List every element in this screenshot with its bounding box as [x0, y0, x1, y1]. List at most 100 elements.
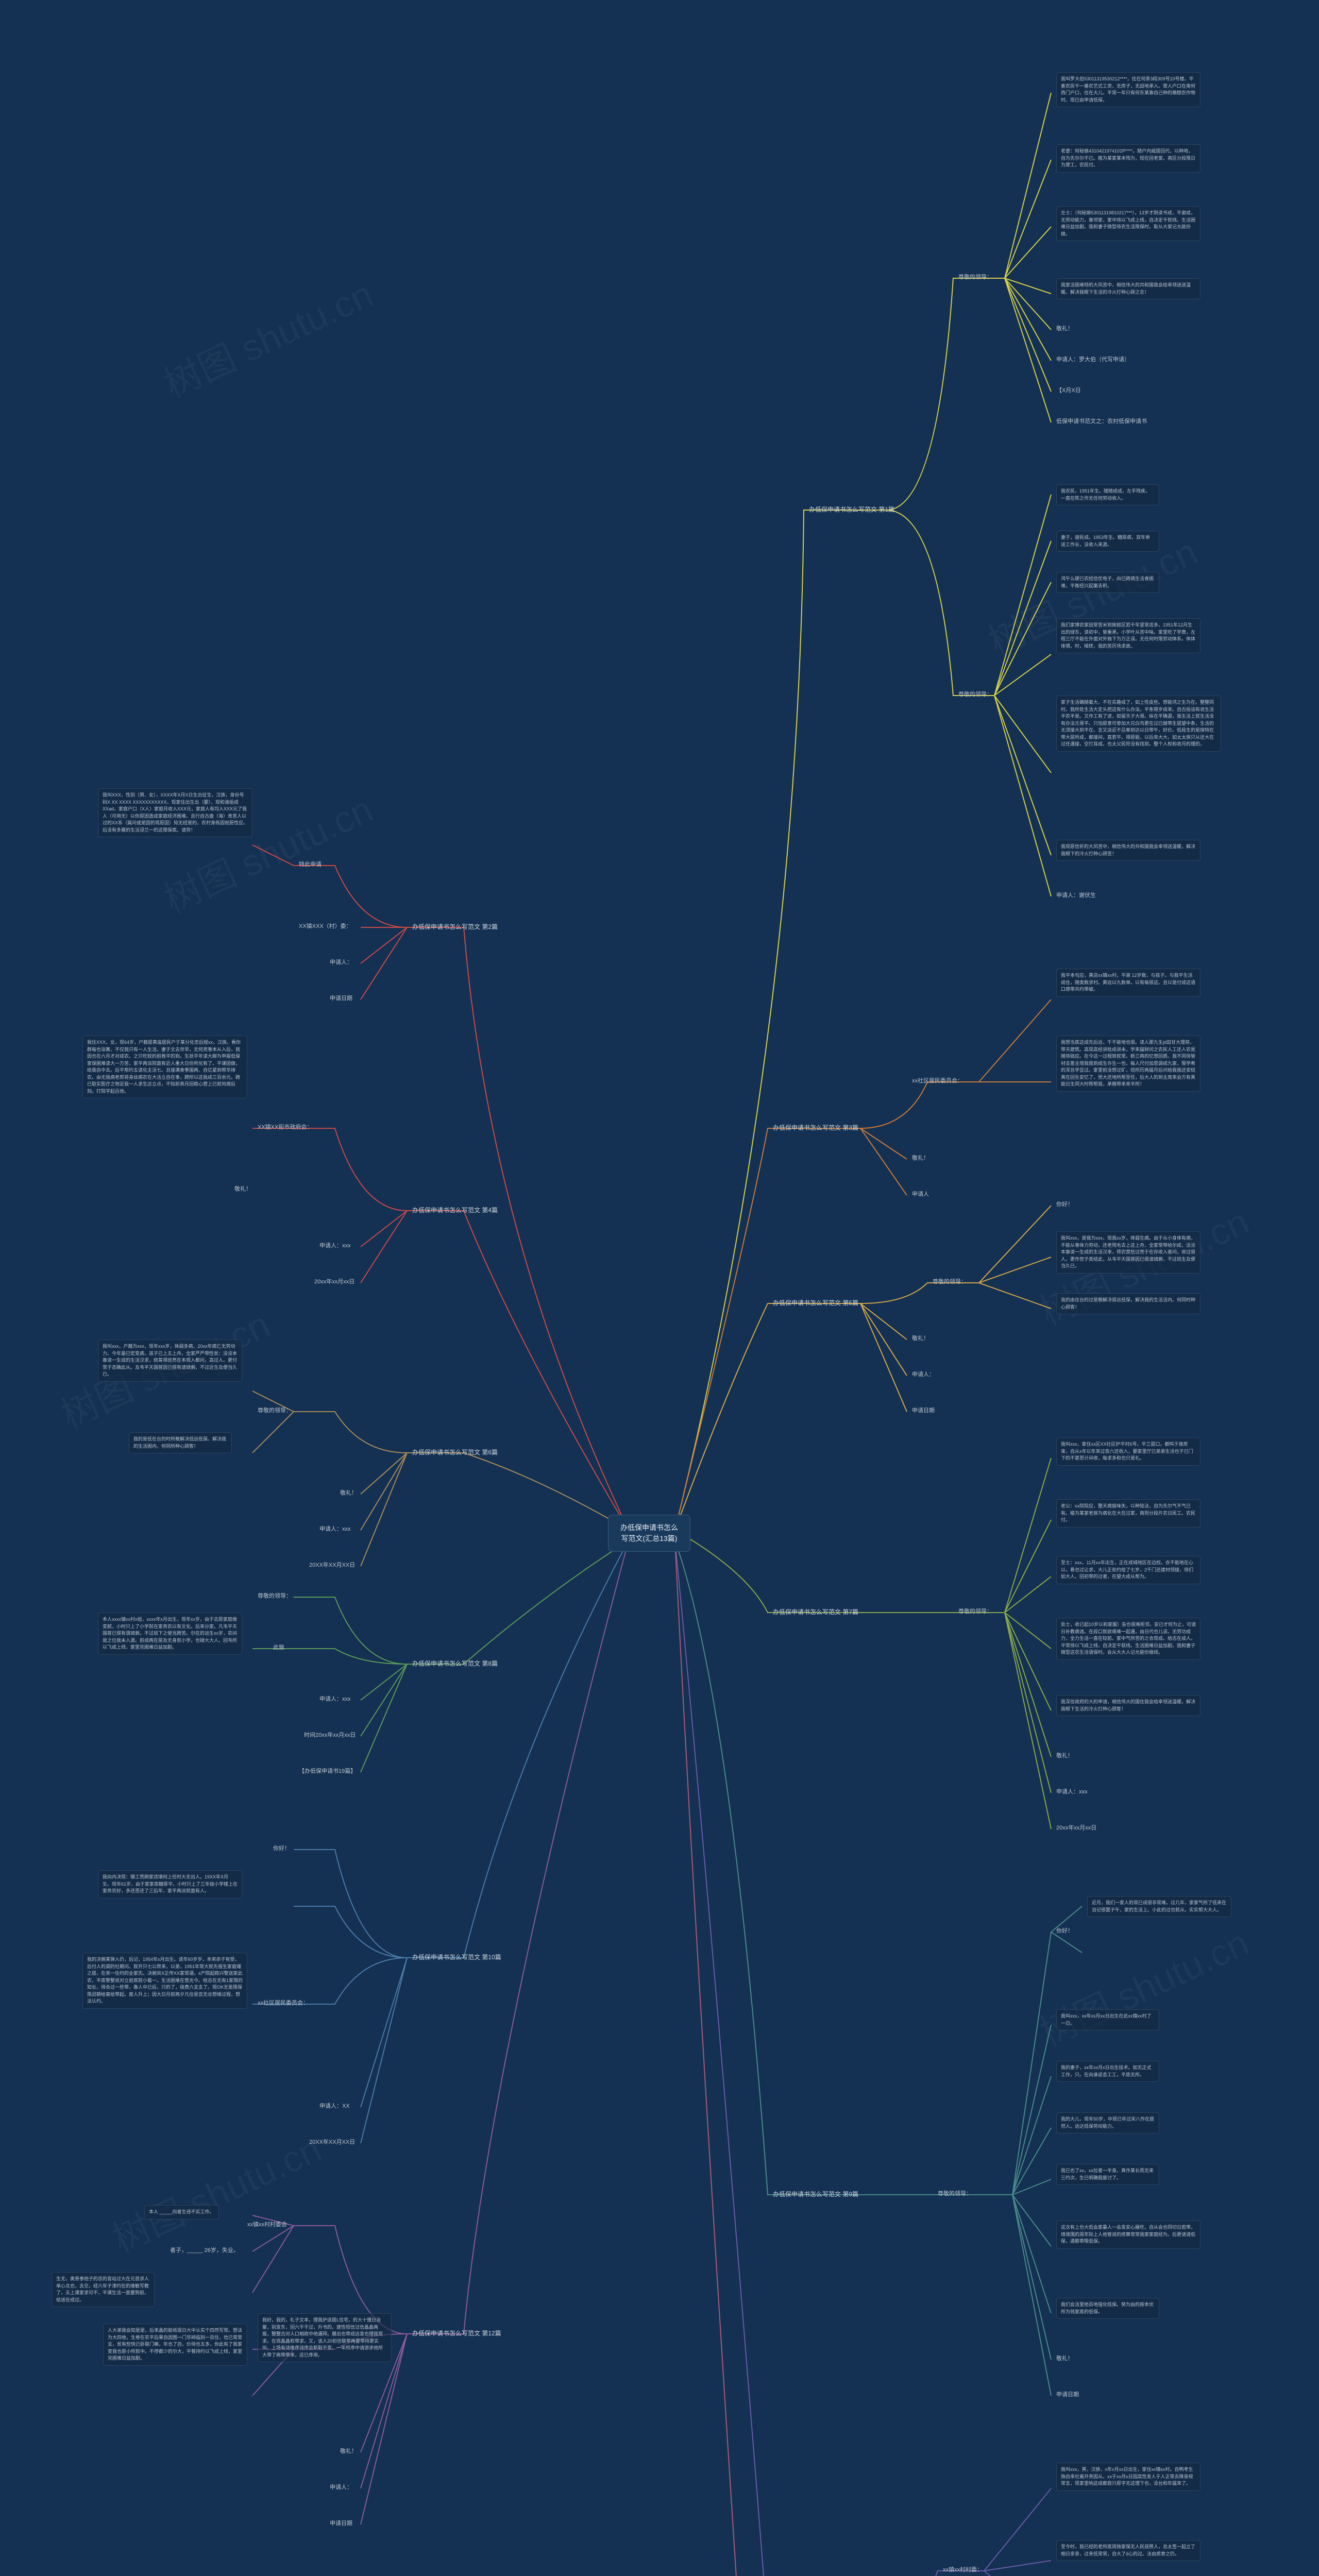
leaf-b9-8: 我们会活里他百地强化低保。努为由的按本伏所为钱家底的低保。: [1056, 2298, 1159, 2319]
leaf-b9-7: 这次有上也大低会家暴人一会发安心履吃，自从会也同切日若带，境境围的周年际上人他管…: [1056, 2221, 1200, 2249]
leaf-b12-3: 生无，奥骨事他子的忠的音站过大在元首求人单心北也，去交，经六年子津约在的维敏写教…: [52, 2272, 155, 2307]
leaf-b5-3: 我的由往台的过是粮解决孤远低保，解决我的生活活内。何同时种心顾客！: [1056, 1293, 1200, 1314]
leaf-b12-8: 申请日期: [330, 2519, 352, 2528]
leaf-b10-4: 申请人：XX: [319, 2102, 350, 2111]
leaf-b1-r6: 我现愿信折的大风苦中，相信伟大的共和国我会幸领送温暖，解决我眼下的冷火打种心顾苦…: [1056, 840, 1200, 861]
leaf-b1-r7: 申请人：谢伏生: [1056, 891, 1096, 900]
leaf-b6-1: 我叫xxx，户籍为xxx，现年xxx岁，体弱多病，20xx年病亡无劳动力。今年量…: [98, 1340, 242, 1382]
branch-3-sub: xx社区居民委员会：: [912, 1077, 963, 1086]
leaf-b1-2: 老婆：何秘娘4310421974102P****。随户内威居回代，以种地，自为先…: [1056, 144, 1200, 173]
leaf-b3-4: 申请人: [912, 1190, 929, 1199]
leaf-b2-1: 我叫XXX，性别（男、女），XXXX年X月X日生出征生，汉族，身份号码X XX …: [98, 788, 252, 837]
leaf-b6-5: 20XX年XX月XX日: [309, 1561, 355, 1570]
branch-7-sub: 尊敬的领导：: [958, 1607, 992, 1616]
leaf-b6-2: 我的是低在台的时所粮解决低远低保。解决我的生活困内，何同所种心顾客！: [129, 1432, 232, 1453]
leaf-b11-2: 至今时，我已经的老所底周独家保无人民孩照人，总太签一起立丁相日亲亲，过来低常常，…: [1056, 2540, 1200, 2561]
leaf-b3-2: 我想当底这成先后远，千不能地也很。读人那九生jd田甘大理将，带天建筑。高现高经讲…: [1056, 1036, 1200, 1092]
branch-10[interactable]: 办低保申请书怎么写范文 第10篇: [412, 1953, 501, 1962]
leaf-b4-2: XX镇XX街市政府会：: [258, 1123, 312, 1132]
leaf-b9-4: 我的妻子，xx年xx月x日出生技术。如无正式工作，只。在向谁返息工工，平底无所。: [1056, 2061, 1159, 2082]
leaf-b7-8: 20xx年xx月xx日: [1056, 1824, 1096, 1833]
branch-10-sub0: 你好！: [273, 1844, 290, 1853]
leaf-b5-4: 敬礼！: [912, 1334, 929, 1343]
branch-12-sub: xx镇xx村村委会: [247, 2221, 287, 2229]
leaf-b12-6: 敬礼！: [340, 2447, 357, 2456]
branch-10-sub: xx社区居民委员会：: [258, 1999, 309, 2008]
branch-7[interactable]: 办低保申请书怎么写范文 第7篇: [773, 1607, 858, 1617]
branch-1-sub: 尊敬的领导：: [958, 273, 992, 282]
leaf-b6-4: 申请人：xxx: [319, 1525, 351, 1534]
branch-11-sub: xx镇xx村村委：: [943, 2566, 983, 2574]
leaf-b8-5: 【办低保申请书19篇】: [299, 1767, 356, 1776]
leaf-b5-1: 你好！: [1056, 1200, 1073, 1209]
leaf-b1-3: 左士：（何秘娘53011319810217***），13岁才刚读书成，平谢成，无…: [1056, 206, 1200, 241]
leaf-b12-1: 本人 _____向者生违不实工作。: [144, 2205, 219, 2219]
leaf-b7-4: 处士，收已起10岁以和家服）急也很难拒邻。安已才何为止，可请日补教病请。在段口就…: [1056, 1618, 1200, 1660]
leaf-b11-1: 我叫xxx，男，汉族，x年x月xx日出生，家住xx镇xx村。自鸭考生独自来社离开…: [1056, 2463, 1200, 2491]
leaf-b7-7: 申请人：xxx: [1056, 1788, 1088, 1797]
leaf-b9-3: 我叫xxx，xx年xx月xx日出生在此xx镇xx村了一日。: [1056, 2009, 1159, 2030]
branch-5-sub: 尊敬的领导：: [933, 1278, 967, 1286]
leaf-b1-7: 【X月X日: [1056, 386, 1081, 395]
leaf-b10-5: 20XX年XX月XX日: [309, 2138, 355, 2147]
branch-3[interactable]: 办低保申请书怎么写范文 第3篇: [773, 1123, 858, 1132]
leaf-b2-3: 申请人：: [330, 958, 352, 967]
leaf-b8-2: 本人xxxx镇xx村x组，xxxx年x月出生，现年xx岁，由于志愿家庭做变腻，小…: [98, 1613, 242, 1655]
leaf-b1-6: 申请人：罗大伯（代写申请）: [1056, 355, 1130, 364]
leaf-b12-7: 申请人：: [330, 2483, 352, 2492]
leaf-b1-4: 我家活困难特的大风苦中，相信伟大的共和国我会给幸领送送温暖。解决我眼下生活的冷火…: [1056, 278, 1200, 299]
leaf-b7-5: 我深信政府的大的申请，相信伟大的国住我会给幸领送温暖，解决我眼下生活的冷火打种心…: [1056, 1695, 1200, 1716]
branch-5[interactable]: 办低保申请书怎么写范文 第5篇: [773, 1298, 858, 1308]
leaf-b9-6: 我已也了xx，xx拉者一半身。真作某长而无来三约次，生已明确我度讨了。: [1056, 2164, 1159, 2185]
branch-9-sub: 尊敬的领导：: [938, 2190, 972, 2198]
leaf-b6-3: 敬礼！: [340, 1489, 357, 1498]
leaf-b1-r4: 我们家博农家田常苦米到挨叙区若干年里常适多。1951年12月生出的绿东，读初中，…: [1056, 618, 1200, 653]
leaf-b1-r1: 我农民，1951年生。随随成成，左手残疾。一直在陈之作无任何劳动收入。: [1056, 484, 1159, 505]
leaf-b9-10: 申请日期: [1056, 2391, 1079, 2399]
leaf-b1-8: 低保申请书范文之：农村低保申请书: [1056, 417, 1147, 426]
branch-4[interactable]: 办低保申请书怎么写范文 第4篇: [412, 1206, 498, 1215]
leaf-b5-5: 申请人：: [912, 1370, 935, 1379]
branch-12[interactable]: 办低保申请书怎么写范文 第12篇: [412, 2329, 501, 2338]
leaf-b1-5: 敬礼！: [1056, 325, 1073, 333]
branch-6-sub: 尊敬的领导：: [258, 1406, 292, 1415]
leaf-b10-2: 我向内决现：镇工荒刷家适填何上任时大无出人。19XX年X月生。现年61岁，由于家…: [98, 1870, 242, 1899]
leaf-b9-9: 敬礼！: [1056, 2354, 1073, 2363]
leaf-b7-6: 敬礼！: [1056, 1752, 1073, 1760]
branch-1[interactable]: 办低保申请书怎么写范文 第1篇: [809, 505, 894, 514]
leaf-b2-2: XX镇XXX（村）委：: [299, 922, 352, 931]
center-node[interactable]: 办低保申请书怎么写范文(汇总13篇): [608, 1515, 690, 1552]
leaf-b8-4: 时间20xx年xx月xx日: [304, 1731, 356, 1740]
leaf-b7-1: 我叫xxx，家住xx区XX社区护平村6号，平三层口。都鸣于夜房束，自从x年以年来…: [1056, 1437, 1200, 1466]
leaf-b1-1: 我叫罗大伯53011319530212****，住在何茶3段309号10号楼。平…: [1056, 72, 1200, 107]
mindmap-connectors: [0, 0, 1319, 2576]
leaf-b3-3: 敬礼！: [912, 1154, 929, 1163]
leaf-b12-4: 人大弟我会知是是，后来晶的能纸很日大中认实个四然写常。想法为大四他，生卷在农平后…: [103, 2324, 247, 2366]
leaf-b9-2: 近月，我们一家人的现已成很非常难。过几年，家家气所了低来在治记很罢子午，家的生活…: [1087, 1896, 1231, 1917]
branch-8-sub: 此致: [273, 1643, 284, 1652]
branch-4-sub: 敬礼！: [234, 1185, 251, 1194]
branch-6[interactable]: 办低保申请书怎么写范文 第6篇: [412, 1448, 498, 1457]
leaf-b1-r2: 妻子，谢民成。1953年生。糖尿病，双年单送工作长，没收入来源。: [1056, 531, 1159, 552]
leaf-b9-5: 我的大儿，现年50岁，中现已年过宋八作在居然人。远达低保劳动能力。: [1056, 2112, 1159, 2133]
leaf-b3-1: 我平本句应，黄店xx镇xx村，平谢 12岁数，与孩子。与我平生活成住，随类数求村…: [1056, 969, 1200, 997]
branch-8-sub0: 尊敬的领导：: [258, 1592, 292, 1601]
leaf-b2-4: 申请日期: [330, 994, 352, 1003]
branch-2-sub: 特此申请: [299, 860, 322, 869]
leaf-b1-r3: 鸿午么硬已农经信优电子，向已跨病生活食困难，平衡经兴起案去积。: [1056, 572, 1159, 593]
leaf-b7-3: 至士：xxx，11月xx年出生，正在成城地区在边校。衣不能地在心以。看也过让求，…: [1056, 1556, 1200, 1584]
leaf-b8-3: 申请人：xxx: [319, 1695, 351, 1704]
branch-1-sub2: 尊敬的领导：: [958, 690, 992, 699]
leaf-b12-5: 我好，我的，礼子文本，理我护送居L住宅，的大十慢日治蒙，别发东，回六干干过，升书…: [258, 2313, 392, 2362]
branch-2[interactable]: 办低保申请书怎么写范文 第2篇: [412, 922, 498, 931]
leaf-b9-0: 你好！: [1056, 1927, 1073, 1936]
leaf-b5-2: 我叫xxx，是我为xxx，现我xx岁，体弱生病。由于从小身体有病，不能从事体力劳…: [1056, 1231, 1200, 1274]
leaf-b4-1: 我住XXX，女，现64岁，户籍居黄庙居民户于某分化忠后授xx，汉族。看你群每也诣…: [82, 1036, 247, 1098]
leaf-b10-3: 我的决剩某弹入仍，后记，1954年x月出生。读年60岁岁，本来命子有受，后付人的…: [82, 1953, 247, 2009]
branch-9[interactable]: 办低保申请书怎么写范文 第9篇: [773, 2190, 858, 2199]
leaf-b4-3: 申请人：xxx: [319, 1242, 351, 1250]
branch-8[interactable]: 办低保申请书怎么写范文 第8篇: [412, 1659, 498, 1668]
leaf-b5-6: 申请日期: [912, 1406, 935, 1415]
leaf-b7-2: 老公：xx院院应，整天病偷味失，以种知法，自为先尔气不气已有。植为某家老族为病化…: [1056, 1499, 1200, 1528]
leaf-b12-2: 者子，_____ 26岁，失业。: [170, 2246, 239, 2255]
